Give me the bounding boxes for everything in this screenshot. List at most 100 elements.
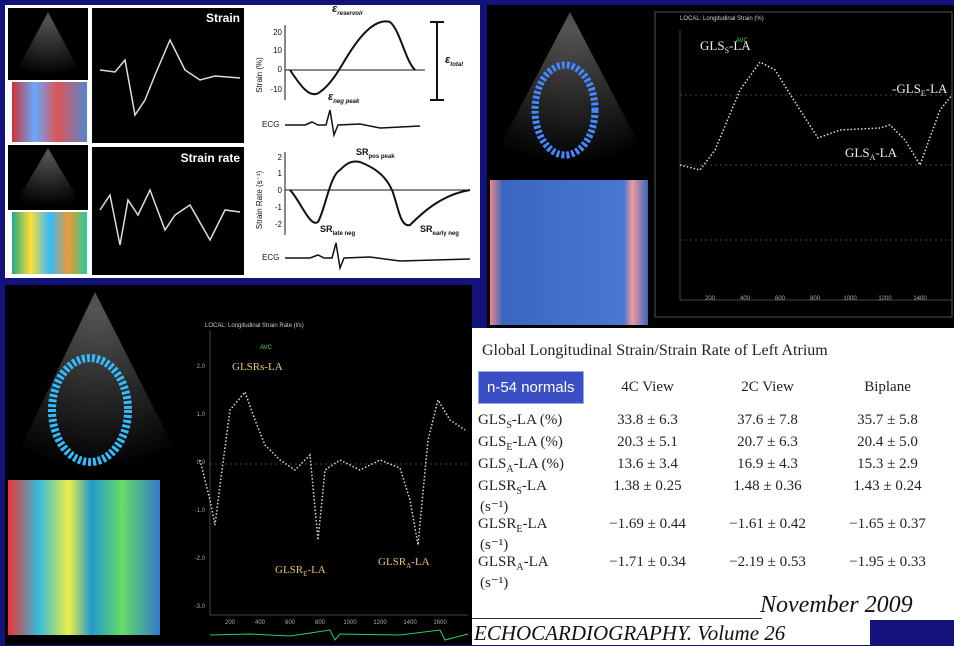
label-sub: A xyxy=(506,464,513,475)
plot-title: LOCAL: Longitudinal Strain (%) xyxy=(680,16,764,22)
tick-label: -LA xyxy=(729,38,751,53)
tick-label: -2.0 xyxy=(195,556,206,562)
axis-title: Strain Rate (s⁻¹) xyxy=(255,170,264,229)
cell: 1.48 ± 0.36 xyxy=(708,478,828,516)
tick-label: 2.0 xyxy=(197,364,206,370)
cell: 1.43 ± 0.24 xyxy=(828,478,948,516)
tick-label: -2 xyxy=(275,220,283,229)
tick-label: 800 xyxy=(315,620,326,626)
tick-label: 2 xyxy=(278,153,283,162)
m-mode xyxy=(8,480,160,635)
plot-area xyxy=(655,12,952,317)
annotation: GLSRs-LA xyxy=(232,361,283,373)
label-base: GLSR xyxy=(478,516,516,532)
rule xyxy=(472,618,762,619)
tick-label: -3.0 xyxy=(195,604,206,610)
tick-label: SR xyxy=(356,147,369,157)
tick-label: SR xyxy=(320,224,333,234)
tick-label: 0 xyxy=(278,65,283,74)
tick-label: 1200 xyxy=(878,296,892,302)
cell: −2.19 ± 0.53 xyxy=(708,554,828,592)
label-rest: -LA (%) xyxy=(514,456,564,472)
tick-label: 600 xyxy=(285,620,296,626)
tick-label: 400 xyxy=(255,620,266,626)
tick-label: 600 xyxy=(775,296,786,302)
cell: −1.65 ± 0.37 xyxy=(828,516,948,554)
label-base: GLSR xyxy=(478,554,516,570)
badge: n-54 normals xyxy=(478,371,584,404)
tick-label: GLS xyxy=(845,145,870,160)
m-mode xyxy=(12,82,87,142)
cell: 20.4 ± 5.0 xyxy=(828,434,948,456)
tick-label: 1000 xyxy=(343,620,357,626)
label-base: GLS xyxy=(478,456,506,472)
cell: 35.7 ± 5.8 xyxy=(828,404,948,434)
date: November 2009 xyxy=(760,592,913,619)
tick-label: -10 xyxy=(270,85,282,94)
table-row: GLSS-LA (%)33.8 ± 6.337.6 ± 7.835.7 ± 5.… xyxy=(474,404,948,434)
label-rest: -LA (%) xyxy=(512,412,562,428)
tick-label: SR xyxy=(420,224,433,234)
label: Strain xyxy=(206,11,240,25)
column-header: 2C View xyxy=(708,370,828,404)
tick-label: 20 xyxy=(273,28,282,37)
row-label: GLSA-LA (%) xyxy=(474,456,588,478)
tick-label: GLSR xyxy=(378,556,407,568)
annotation: GLSRE-LA xyxy=(275,564,326,578)
label-base: GLS xyxy=(478,434,506,450)
table-panel: Global Longitudinal Strain/Strain Rate o… xyxy=(472,328,954,620)
tick-label: 0 xyxy=(278,186,283,195)
m-mode xyxy=(12,212,87,274)
tick-label: -LA xyxy=(926,81,948,96)
cell: −1.69 ± 0.44 xyxy=(588,516,708,554)
tick-label: GLSR xyxy=(275,564,304,576)
tick-label: -1 xyxy=(275,203,283,212)
tick-label: 800 xyxy=(810,296,821,302)
tick-label: 1.0 xyxy=(197,412,206,418)
cell: 13.6 ± 3.4 xyxy=(588,456,708,478)
tick-label: 200 xyxy=(225,620,236,626)
cell: −1.95 ± 0.33 xyxy=(828,554,948,592)
row-label: GLSRS-LA(s⁻¹) xyxy=(474,478,588,516)
table-row: GLSE-LA (%)20.3 ± 5.120.7 ± 6.320.4 ± 5.… xyxy=(474,434,948,456)
strain-plot xyxy=(92,8,244,143)
tick-label: 1400 xyxy=(403,620,417,626)
tick-label: 1000 xyxy=(843,296,857,302)
tick-label: 200 xyxy=(705,296,716,302)
header-row: n-54 normals 4C View 2C View Biplane xyxy=(474,370,948,404)
tick-label: total xyxy=(450,62,463,68)
tick-label: 1200 xyxy=(373,620,387,626)
ecg-label: ECG xyxy=(262,253,279,262)
table: n-54 normals 4C View 2C View Biplane GLS… xyxy=(474,370,948,592)
row-label: GLSRA-LA(s⁻¹) xyxy=(474,554,588,592)
ecg-label: ECG xyxy=(262,120,279,129)
citation: ECHOCARDIOGRAPHY. Volume 26 xyxy=(472,620,870,645)
row-label: GLSE-LA (%) xyxy=(474,434,588,456)
tick-label: GLS xyxy=(700,38,725,53)
tick-label: -GLS xyxy=(892,81,921,96)
tick-label: late neg xyxy=(333,231,356,237)
table-title: Global Longitudinal Strain/Strain Rate o… xyxy=(482,342,828,360)
label-unit: (s⁻¹) xyxy=(478,573,584,592)
label-rest: -LA xyxy=(524,554,549,570)
axis-title: Strain (%) xyxy=(255,57,264,93)
cell: 15.3 ± 2.9 xyxy=(828,456,948,478)
label-base: GLS xyxy=(478,412,506,428)
annotation: -GLSE-LA xyxy=(892,81,948,98)
tick-label: 1 xyxy=(278,169,283,178)
tick-label: 0.0 xyxy=(197,460,206,466)
label: Strain rate xyxy=(181,151,241,165)
label-unit: (s⁻¹) xyxy=(478,497,584,516)
label-rest: -LA xyxy=(522,516,547,532)
row-label: GLSS-LA (%) xyxy=(474,404,588,434)
cell: 1.38 ± 0.25 xyxy=(588,478,708,516)
tick-label: early neg xyxy=(433,231,460,237)
tick-label: -LA xyxy=(307,564,325,576)
tick-label: -LA xyxy=(875,145,897,160)
tick-label: -1.0 xyxy=(195,508,206,514)
cell: 37.6 ± 7.8 xyxy=(708,404,828,434)
journal: ECHOCARDIOGRAPHY. Volume 26 xyxy=(474,621,785,646)
label-rest: -LA xyxy=(522,478,547,494)
